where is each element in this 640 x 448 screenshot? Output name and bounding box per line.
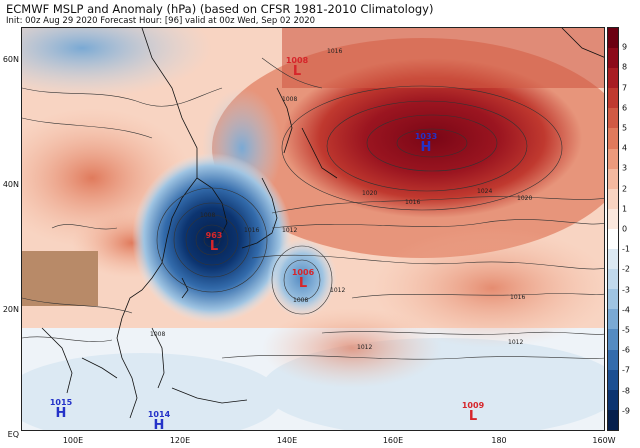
colorbar-segment: [608, 309, 618, 330]
colorbar-label: -4: [622, 305, 630, 315]
lon-label: 160W: [592, 436, 616, 445]
colorbar-segment: [608, 28, 618, 49]
colorbar-label: 4: [622, 143, 628, 153]
masked-region: [22, 251, 98, 306]
colorbar-label: 8: [622, 62, 628, 72]
isobar-label: 1008: [150, 331, 166, 338]
colorbar-segment: [608, 289, 618, 310]
anomaly-map: [22, 28, 604, 430]
colorbar-segment: [608, 389, 618, 410]
colorbar-segment: [608, 228, 618, 250]
colorbar-segment: [608, 88, 618, 109]
isobar-label: 1016: [405, 199, 421, 206]
map-title: ECMWF MSLP and Anomaly (hPa) (based on C…: [6, 2, 434, 16]
isobar-label: 1008: [293, 297, 309, 304]
colorbar-label: -9: [622, 406, 630, 416]
isobar-label: 1012: [357, 344, 373, 351]
colorbar: [607, 27, 619, 431]
colorbar-label: -6: [622, 345, 630, 355]
colorbar-segment: [608, 208, 618, 229]
pressure-center-low: 1006 L: [291, 268, 315, 291]
isobar-label: 1016: [510, 294, 526, 301]
isobar-label: 1012: [330, 287, 346, 294]
lat-label: 60N: [2, 55, 19, 64]
colorbar-label: 3: [622, 163, 628, 173]
isobar-label: 1012: [508, 339, 524, 346]
colorbar-segment: [608, 369, 618, 390]
colorbar-segment: [608, 168, 618, 189]
colorbar-label: 0: [622, 224, 628, 234]
colorbar-segment: [608, 48, 618, 69]
colorbar-segment: [608, 409, 618, 430]
colorbar-label: 2: [622, 184, 628, 194]
pressure-center-low: 1009 L: [461, 401, 485, 424]
lat-label: 40N: [2, 180, 19, 189]
colorbar-segment: [608, 148, 618, 169]
colorbar-label: 5: [622, 123, 628, 133]
isobar-label: 1008: [200, 212, 216, 219]
pressure-center-high: 1015 H: [49, 398, 73, 421]
isobar-label: 1024: [477, 188, 493, 195]
lon-label: 120E: [169, 436, 191, 445]
lon-label: 140E: [276, 436, 298, 445]
isobar-label: 1020: [517, 195, 533, 202]
colorbar-segment: [608, 329, 618, 350]
colorbar-label: 6: [622, 103, 628, 113]
map-subtitle: Init: 00z Aug 29 2020 Forecast Hour: [96…: [6, 16, 316, 26]
colorbar-label: 1: [622, 204, 628, 214]
lon-label: 160E: [382, 436, 404, 445]
colorbar-label: -5: [622, 325, 630, 335]
colorbar-segment: [608, 349, 618, 370]
lon-label: 100E: [62, 436, 84, 445]
colorbar-segment: [608, 128, 618, 149]
pressure-center-low: 963 L: [205, 231, 223, 254]
colorbar-label: -3: [622, 285, 630, 295]
lat-label: 20N: [2, 305, 19, 314]
isobar-label: 1012: [282, 227, 298, 234]
colorbar-segment: [608, 68, 618, 89]
isobar-label: 1016: [327, 48, 343, 55]
pressure-center-high: 1033 H: [414, 132, 438, 155]
lat-label: EQ: [7, 430, 19, 439]
colorbar-label: 7: [622, 83, 628, 93]
colorbar-label: -2: [622, 264, 630, 274]
colorbar-segment: [608, 269, 618, 290]
colorbar-segment: [608, 108, 618, 129]
colorbar-label: 9: [622, 42, 628, 52]
map-area: [21, 27, 605, 431]
isobar-label: 1016: [244, 227, 260, 234]
isobar-label: 1008: [282, 96, 298, 103]
isobar-label: 1020: [362, 190, 378, 197]
pressure-center-low: 1008 L: [285, 56, 309, 79]
colorbar-segment: [608, 249, 618, 270]
pressure-center-high: 1014 H: [147, 410, 171, 433]
colorbar-segment: [608, 188, 618, 209]
lon-label: 180: [491, 436, 507, 445]
colorbar-label: -8: [622, 386, 630, 396]
colorbar-label: -1: [622, 244, 630, 254]
colorbar-label: -7: [622, 365, 630, 375]
